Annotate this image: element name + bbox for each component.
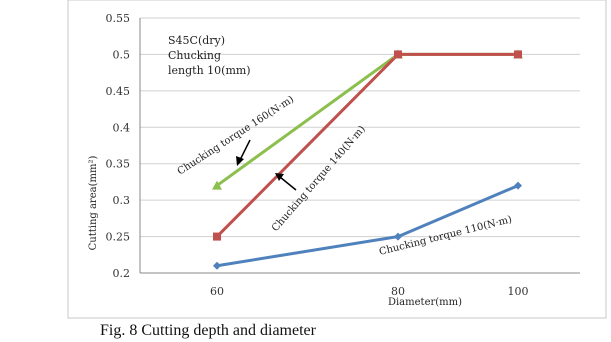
data-point bbox=[213, 232, 221, 241]
note-line-chucking: Chucking bbox=[168, 49, 221, 62]
figure-caption: Fig. 8 Cutting depth and diameter bbox=[100, 322, 316, 339]
y-tick-labels: 0.2 0.25 0.3 0.35 0.4 0.45 0.5 0.55 bbox=[106, 12, 131, 280]
note-line-material: S45C(dry) bbox=[168, 34, 225, 47]
y-tick-label: 0.2 bbox=[113, 267, 131, 280]
y-tick-label: 0.3 bbox=[113, 194, 131, 207]
annotation-arrow-160 bbox=[236, 139, 251, 166]
x-tick-labels: 60 80 100 bbox=[210, 285, 529, 298]
y-tick-label: 0.4 bbox=[113, 121, 131, 134]
x-tick-label: 60 bbox=[210, 285, 224, 298]
material-note: S45C(dry) Chucking length 10(mm) bbox=[168, 34, 251, 77]
data-point bbox=[394, 50, 402, 59]
y-tick-label: 0.45 bbox=[106, 85, 131, 98]
annotation-arrow-140 bbox=[275, 173, 297, 191]
data-point bbox=[394, 232, 402, 241]
x-axis-title: Diameter(mm) bbox=[388, 297, 462, 308]
data-point bbox=[212, 180, 222, 190]
series-markers bbox=[212, 49, 523, 270]
x-tick-label: 100 bbox=[508, 285, 529, 298]
data-point bbox=[514, 50, 522, 59]
y-axis-title: Cutting area(mm²) bbox=[88, 156, 99, 251]
data-point bbox=[213, 261, 221, 270]
x-tick-label: 80 bbox=[391, 285, 405, 298]
y-tick-label: 0.35 bbox=[106, 158, 131, 171]
axes bbox=[139, 18, 580, 274]
y-tick-label: 0.25 bbox=[106, 231, 131, 244]
y-tick-label: 0.5 bbox=[113, 48, 131, 61]
data-point bbox=[514, 181, 522, 190]
note-line-length: length 10(mm) bbox=[168, 64, 251, 77]
y-tick-label: 0.55 bbox=[106, 12, 131, 25]
